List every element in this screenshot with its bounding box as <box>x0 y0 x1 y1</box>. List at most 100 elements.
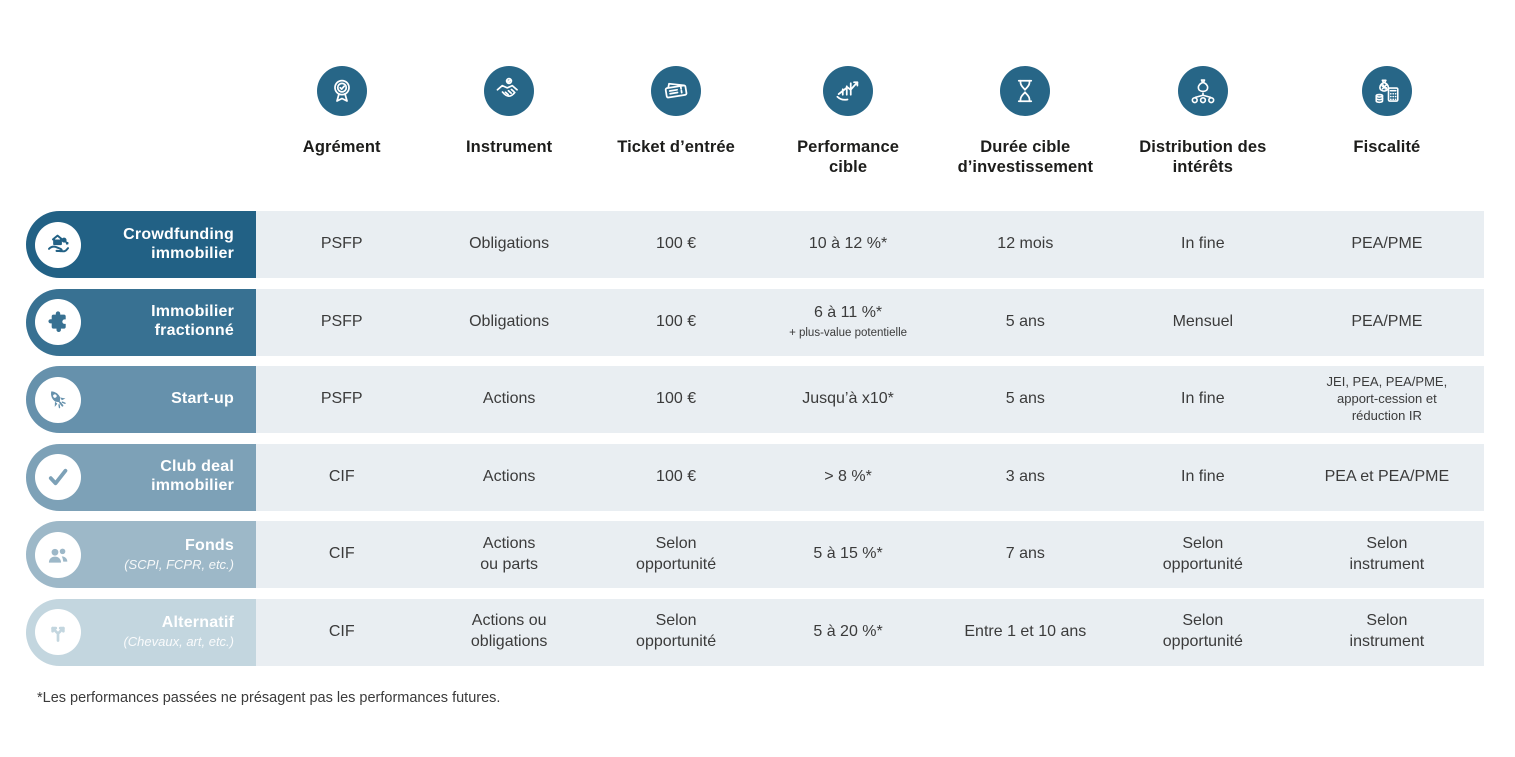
row-cells: CIF Actions ou parts Selon opportunité 5… <box>256 521 1484 588</box>
cell-duree: 5 ans <box>1005 312 1045 330</box>
cell-performance: 5 à 20 %* <box>813 622 883 640</box>
row-header: Club deal immobilier <box>26 443 256 511</box>
row-cells: CIF Actions ou obligations Selon opportu… <box>256 598 1484 666</box>
cell-instrument: Actions <box>482 467 536 485</box>
cell-instrument: Obligations <box>469 235 550 253</box>
row-header: Fonds (SCPI, FCPR, etc.) <box>26 521 256 588</box>
tax-calculator-icon <box>1361 66 1412 116</box>
row-cells: CIF Actions 100 € > 8 %* 3 ans In fine P… <box>256 443 1484 511</box>
cell-agrement: CIF <box>328 622 355 640</box>
table-row-club-deal-immobilier: Club deal immobilier CIF Actions 100 € >… <box>26 443 1484 511</box>
table-row-start-up: Start-up PSFP Actions 100 € Jusqu’à x10*… <box>26 366 1484 433</box>
column-header-label: Durée cible d’investissement <box>957 138 1094 177</box>
cell-performance: 10 à 12 %* <box>808 235 888 253</box>
cell-agrement: PSFP <box>320 312 363 330</box>
cell-fiscalite: PEA et PEA/PME <box>1324 467 1450 485</box>
column-header-instrument: Instrument <box>427 66 590 177</box>
column-headers: Agrément Instrument <box>256 66 1484 177</box>
column-header-label: Agrément <box>302 138 381 156</box>
cell-instrument: Actions ou obligations <box>470 612 548 650</box>
table-row-immobilier-fractionne: Immobilier fractionné PSFP Obligations 1… <box>26 288 1484 356</box>
hourglass-icon <box>1000 66 1051 116</box>
cell-performance: Jusqu’à x10* <box>802 390 894 408</box>
row-cells: PSFP Obligations 100 € 10 à 12 %* 12 moi… <box>256 211 1484 278</box>
cell-ticket: 100 € <box>656 467 697 485</box>
cell-distribution: In fine <box>1181 467 1225 485</box>
cell-ticket: 100 € <box>656 390 697 408</box>
cell-distribution: Selon opportunité <box>1162 534 1243 573</box>
cell-ticket: Selon opportunité <box>636 612 717 650</box>
cell-duree: 5 ans <box>1005 390 1045 408</box>
column-header-agrement: Agrément <box>256 66 427 177</box>
cell-agrement: CIF <box>328 545 355 563</box>
row-sublabel: (SCPI, FCPR, etc.) <box>124 556 234 572</box>
cell-fiscalite: PEA/PME <box>1351 235 1423 253</box>
check-icon <box>35 454 81 500</box>
table-row-alternatif: Alternatif (Chevaux, art, etc.) CIF Acti… <box>26 598 1484 666</box>
cell-performance: 5 à 15 %* <box>813 545 883 563</box>
cell-ticket: Selon opportunité <box>636 534 717 573</box>
cell-instrument: Actions ou parts <box>480 534 539 573</box>
users-icon <box>35 531 81 578</box>
cell-duree: Entre 1 et 10 ans <box>964 622 1087 640</box>
cell-distribution: In fine <box>1181 390 1225 408</box>
cell-agrement: CIF <box>328 467 355 485</box>
cell-ticket: 100 € <box>656 235 697 253</box>
row-cells: PSFP Obligations 100 € 6 à 11 %* + plus-… <box>256 288 1484 356</box>
row-label: Fonds (SCPI, FCPR, etc.) <box>81 537 256 572</box>
table-row-crowdfunding-immobilier: Crowdfunding immobilier PSFP Obligations… <box>26 211 1484 278</box>
row-header: Alternatif (Chevaux, art, etc.) <box>26 598 256 666</box>
cell-distribution: In fine <box>1181 235 1225 253</box>
row-label: Crowdfunding immobilier <box>123 225 234 262</box>
column-header-label: Instrument <box>466 138 553 156</box>
cell-fiscalite: PEA/PME <box>1351 312 1423 330</box>
column-header-fiscalite: Fiscalité <box>1290 66 1484 177</box>
table-body: Crowdfunding immobilier PSFP Obligations… <box>26 211 1484 666</box>
ticket-icon <box>651 66 702 116</box>
cell-duree: 7 ans <box>1005 545 1045 563</box>
cell-agrement: PSFP <box>320 235 363 253</box>
cell-distribution: Selon opportunité <box>1162 612 1243 650</box>
cell-duree: 12 mois <box>997 235 1054 253</box>
handshake-icon <box>484 66 535 116</box>
growth-chart-icon <box>823 66 874 116</box>
puzzle-icon <box>35 299 81 345</box>
payout-distribution-icon <box>1177 66 1228 116</box>
house-hand-icon <box>35 221 81 268</box>
cell-distribution: Mensuel <box>1172 312 1234 330</box>
row-label: Alternatif (Chevaux, art, etc.) <box>81 614 256 649</box>
cell-fiscalite: JEI, PEA, PEA/PME, apport-cession et réd… <box>1326 374 1448 423</box>
split-arrows-icon <box>35 609 81 655</box>
cell-fiscalite: Selon instrument <box>1349 534 1425 573</box>
column-header-label: Ticket d’entrée <box>617 138 735 156</box>
rocket-icon <box>35 376 81 423</box>
performance-footnote: + plus-value potentielle <box>789 326 908 339</box>
column-header-duree: Durée cible d’investissement <box>935 66 1116 177</box>
cell-ticket: 100 € <box>656 312 697 330</box>
table-row-fonds: Fonds (SCPI, FCPR, etc.) CIF Actions ou … <box>26 521 1484 588</box>
cell-agrement: PSFP <box>320 390 363 408</box>
column-header-label: Performance cible <box>797 138 900 177</box>
cell-instrument: Actions <box>482 390 536 408</box>
column-header-label: Fiscalité <box>1353 138 1421 156</box>
performance-disclaimer: *Les performances passées ne présagent p… <box>37 690 501 706</box>
cell-instrument: Obligations <box>469 312 550 330</box>
column-header-distribution: Distribution des intérêts <box>1116 66 1290 177</box>
cell-performance: 6 à 11 %* + plus-value potentielle <box>789 304 908 339</box>
column-header-ticket: Ticket d’entrée <box>591 66 761 177</box>
row-label: Start-up <box>171 390 234 408</box>
row-header: Start-up <box>26 366 256 433</box>
row-cells: PSFP Actions 100 € Jusqu’à x10* 5 ans In… <box>256 366 1484 433</box>
row-sublabel: (Chevaux, art, etc.) <box>123 634 234 650</box>
row-header: Immobilier fractionné <box>26 288 256 356</box>
column-header-performance: Performance cible <box>761 66 935 177</box>
row-label: Club deal immobilier <box>151 458 234 494</box>
cell-performance: > 8 %* <box>824 467 872 485</box>
row-label: Immobilier fractionné <box>151 303 234 339</box>
column-header-label: Distribution des intérêts <box>1139 138 1267 177</box>
award-badge-icon <box>316 66 367 116</box>
cell-duree: 3 ans <box>1005 467 1045 485</box>
row-header: Crowdfunding immobilier <box>26 211 256 278</box>
cell-fiscalite: Selon instrument <box>1349 612 1425 650</box>
